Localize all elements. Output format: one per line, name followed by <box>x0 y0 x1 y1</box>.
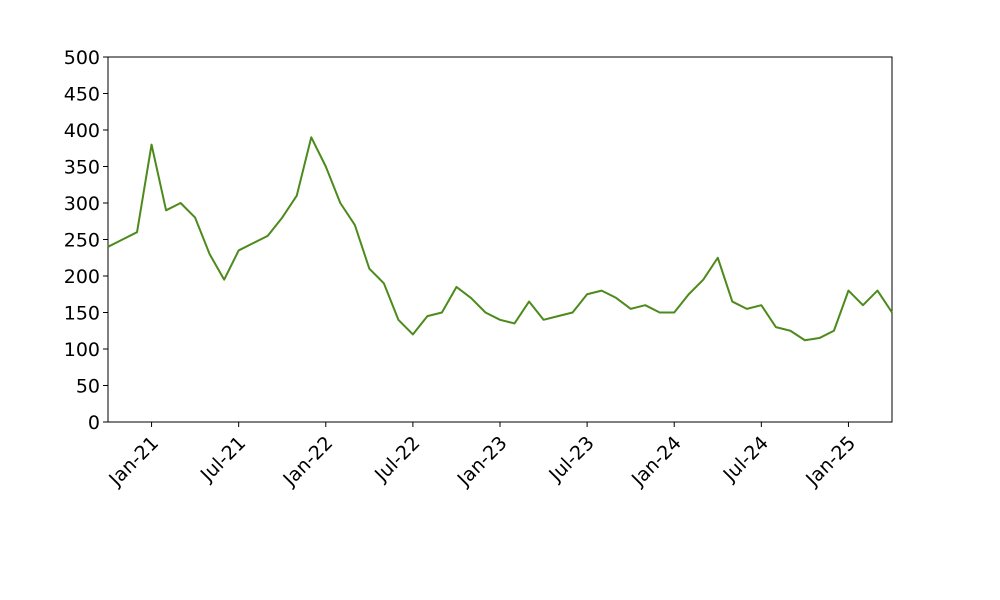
x-tick-label: Jan-22 <box>278 432 337 491</box>
y-tick-label: 150 <box>64 303 100 325</box>
y-tick-label: 50 <box>76 376 100 398</box>
y-tick-label: 0 <box>88 412 100 434</box>
x-tick-label: Jul-22 <box>370 432 424 486</box>
plot-frame <box>107 56 893 423</box>
y-tick-label: 300 <box>64 193 100 215</box>
y-tick-label: 400 <box>64 120 100 142</box>
y-tick-label: 450 <box>64 84 100 106</box>
y-tick-label: 500 <box>64 47 100 69</box>
x-tick-label: Jan-23 <box>453 432 512 491</box>
y-tick-label: 350 <box>64 157 100 179</box>
x-tick-label: Jan-25 <box>801 432 860 491</box>
y-tick-label: 100 <box>64 339 100 361</box>
line-series <box>107 136 893 342</box>
x-tick-label: Jan-21 <box>104 432 163 491</box>
x-tick-label: Jul-21 <box>196 432 250 486</box>
x-tick-label: Jan-24 <box>627 432 686 491</box>
x-tick-label: Jul-24 <box>719 432 773 486</box>
y-tick-label: 200 <box>64 266 100 288</box>
y-tick-label: 250 <box>64 230 100 252</box>
x-tick-label: Jul-23 <box>544 432 598 486</box>
